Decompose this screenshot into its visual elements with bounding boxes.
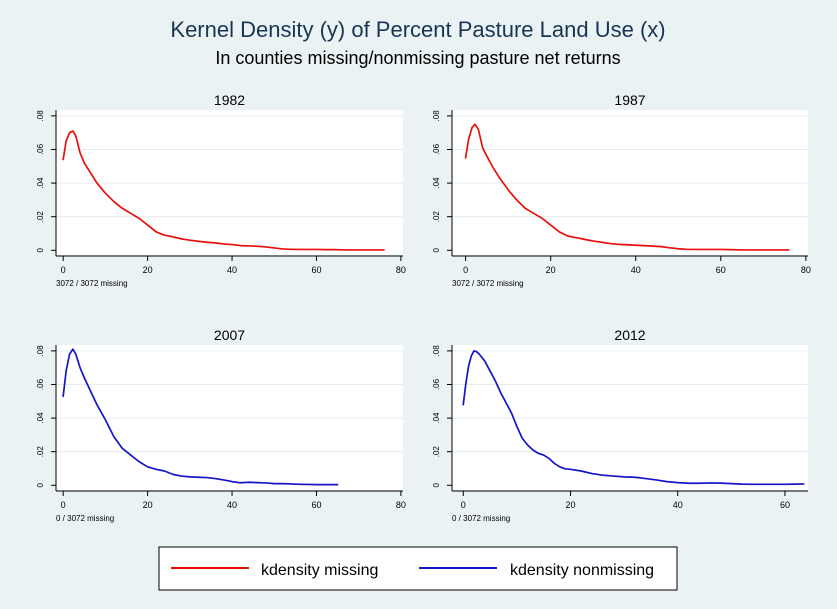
x-tick-label: 0: [461, 500, 466, 510]
figure-title: Kernel Density (y) of Percent Pasture La…: [170, 17, 665, 42]
y-tick-label: .08: [36, 345, 45, 357]
series-line: [464, 123, 790, 251]
y-tick-label: 0: [36, 248, 45, 253]
x-tick-label: 40: [227, 265, 237, 275]
y-tick-label: .08: [432, 345, 441, 357]
plot-area: [452, 345, 808, 490]
x-tick-label: 20: [143, 265, 153, 275]
y-tick-label: .02: [432, 446, 441, 458]
y-tick-label: .06: [36, 143, 45, 155]
missing-note: 0 / 3072 missing: [452, 514, 510, 523]
y-tick-label: 0: [432, 483, 441, 488]
y-tick-label: 0: [432, 248, 441, 253]
legend-box: [158, 546, 678, 591]
series-line: [462, 350, 805, 486]
plot-area: [56, 345, 403, 490]
y-tick-label: .08: [432, 110, 441, 122]
y-tick-label: .04: [432, 177, 441, 189]
legend-label-nonmissing: kdensity nonmissing: [510, 562, 654, 579]
x-tick-label: 40: [631, 265, 641, 275]
panel-1987: 1987 0 .02 .04 .06 .08 0 20 40 60 80 3072 / 3072 mi…: [432, 92, 811, 288]
y-tick-label: .04: [36, 177, 45, 189]
x-tick-label: 40: [673, 500, 683, 510]
x-tick-label: 0: [61, 265, 66, 275]
x-tick-label: 60: [311, 265, 321, 275]
x-tick-label: 80: [396, 265, 406, 275]
panel-2012: 2012 0 .02 .04 .06 .08 0 20 40 60 0 / 3072 missing: [432, 327, 808, 523]
missing-note: 3072 / 3072 missing: [56, 279, 128, 288]
x-tick-label: 0: [463, 265, 468, 275]
x-tick-label: 0: [61, 500, 66, 510]
series-line: [62, 130, 385, 251]
panel-title: 1987: [614, 92, 645, 108]
y-tick-label: .02: [36, 446, 45, 458]
panel-1982: 1982 0 .02 .04 .06 .08 0 20 40 60 80 3072 / 3072 mi…: [36, 92, 406, 288]
y-tick-label: .04: [36, 412, 45, 424]
y-tick-label: 0: [36, 483, 45, 488]
figure-subtitle: In counties missing/nonmissing pasture n…: [215, 48, 620, 68]
y-tick-label: .06: [36, 378, 45, 390]
x-tick-label: 20: [565, 500, 575, 510]
legend: kdensity missing kdensity nonmissing: [158, 546, 678, 591]
y-tick-label: .08: [36, 110, 45, 122]
legend-label-missing: kdensity missing: [261, 562, 378, 579]
y-tick-label: .04: [432, 412, 441, 424]
y-tick-label: .02: [432, 211, 441, 223]
x-tick-label: 60: [716, 265, 726, 275]
plot-area: [452, 110, 808, 255]
panel-title: 2007: [214, 327, 245, 343]
missing-note: 3072 / 3072 missing: [452, 279, 524, 288]
y-tick-label: .06: [432, 143, 441, 155]
y-tick-label: .02: [36, 211, 45, 223]
panel-2007: 2007 0 .02 .04 .06 .08 0 20 40 60 80 0 / 3072 missi…: [36, 327, 406, 523]
panel-title: 2012: [614, 327, 645, 343]
x-tick-label: 80: [801, 265, 811, 275]
x-tick-label: 40: [227, 500, 237, 510]
panel-title: 1982: [214, 92, 245, 108]
plot-area: [56, 110, 403, 255]
x-tick-label: 20: [143, 500, 153, 510]
chart-panels: 1982 0 .02 .04 .06 .08 0 20 40 60 80 3072 / 3072 mi…: [36, 92, 811, 523]
missing-note: 0 / 3072 missing: [56, 514, 114, 523]
x-tick-label: 80: [396, 500, 406, 510]
y-tick-label: .06: [432, 378, 441, 390]
series-line: [62, 348, 339, 486]
x-tick-label: 60: [311, 500, 321, 510]
x-tick-label: 60: [780, 500, 790, 510]
x-tick-label: 20: [546, 265, 556, 275]
